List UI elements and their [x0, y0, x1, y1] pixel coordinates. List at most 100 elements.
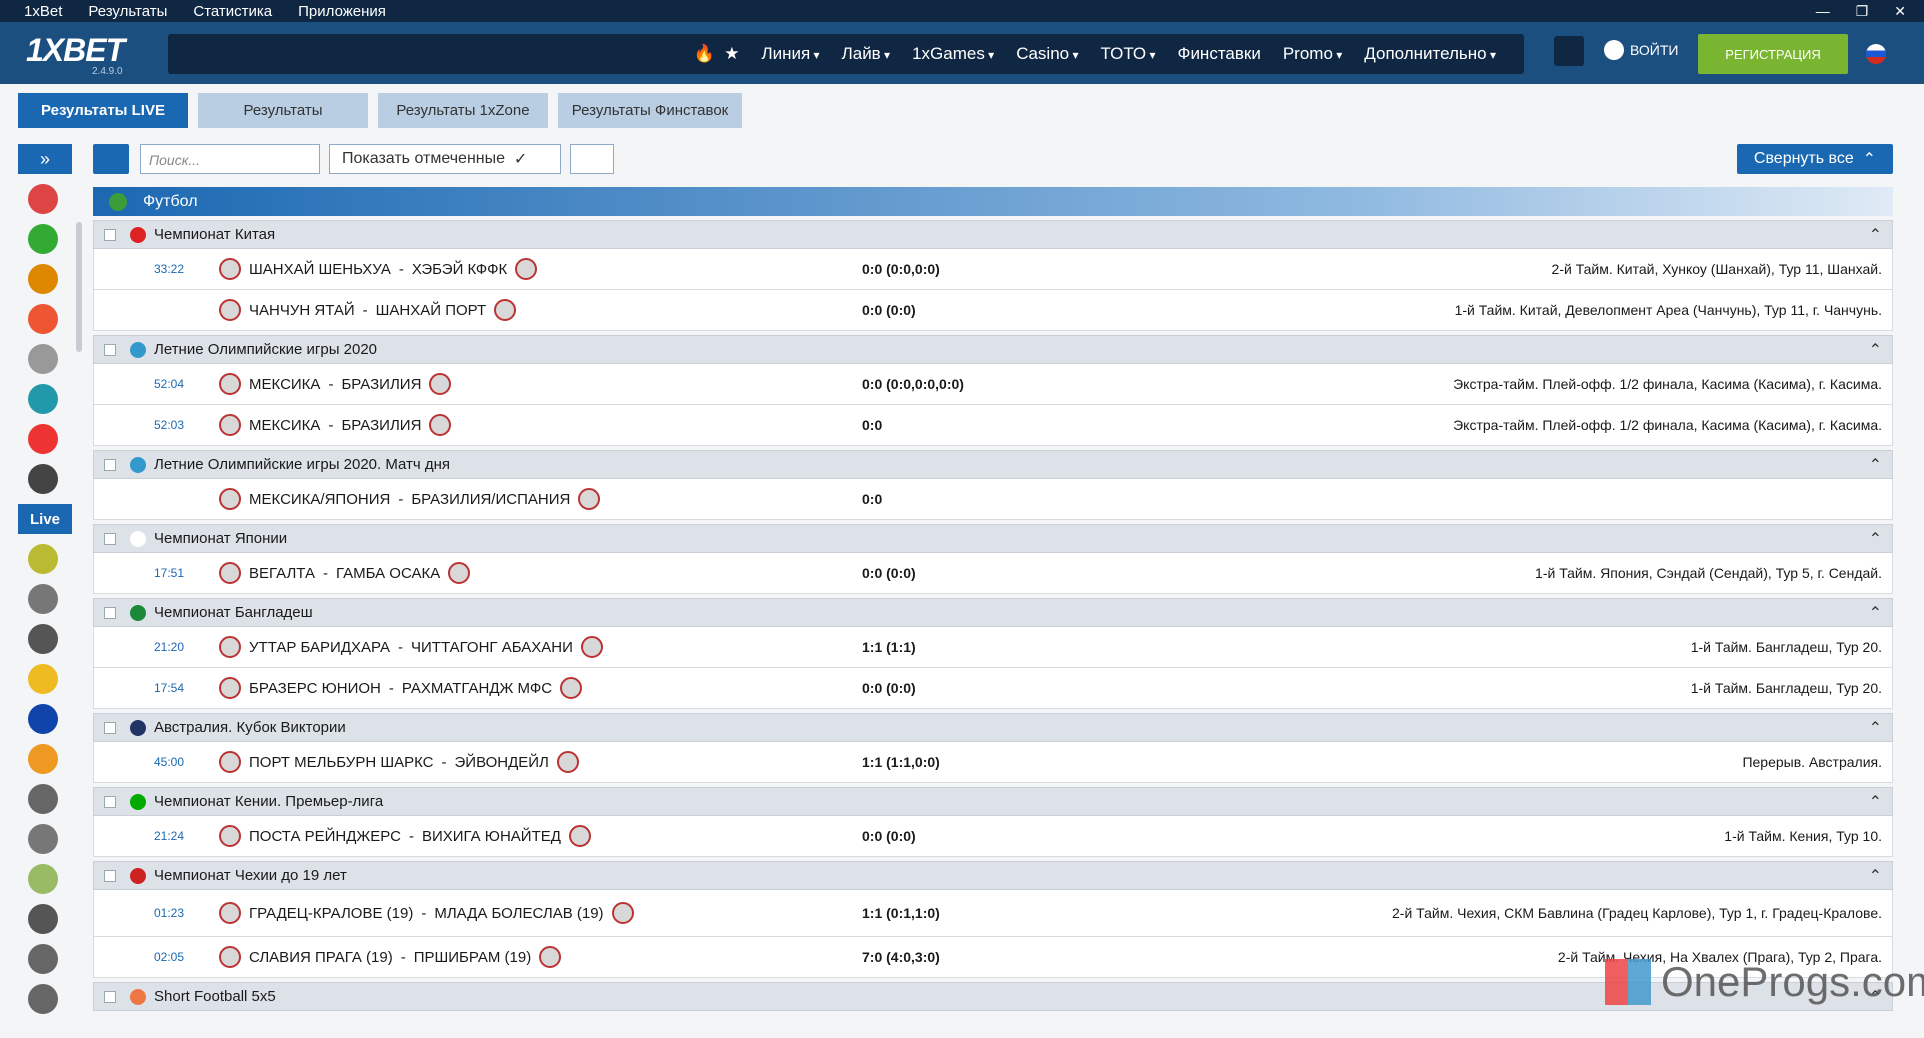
- sport-icon[interactable]: [28, 384, 58, 414]
- team-logo: [568, 825, 591, 847]
- nav: 🔥 ★ Линия Лайв 1xGames Casino ТОТО Финставки Pr…: [694, 34, 1496, 74]
- nav-icons[interactable]: 🔥 ★: [693, 44, 740, 63]
- search-input[interactable]: Поиск...: [140, 144, 320, 174]
- teams: МЕКСИКА/ЯПОНИЯ - БРАЗИЛИЯ/ИСПАНИЯ: [219, 488, 601, 510]
- match-time: 17:54: [154, 681, 185, 695]
- checkbox[interactable]: [104, 532, 116, 545]
- collapse-arrow[interactable]: ⌃: [1868, 227, 1882, 244]
- checkbox[interactable]: [104, 795, 116, 808]
- match-row[interactable]: 45:00 ПОРТ МЕЛЬБУРН ШАРКС - ЭЙВОНДЕЙЛ 1:1 (1…: [93, 742, 1893, 783]
- checkbox[interactable]: [104, 869, 116, 882]
- sport-icon[interactable]: [28, 784, 58, 814]
- collapse-arrow[interactable]: ⌃: [1868, 989, 1882, 1006]
- nav-item[interactable]: ТОТО: [1100, 44, 1155, 64]
- nav-item[interactable]: 1xGames: [912, 44, 994, 64]
- match-row[interactable]: 17:54 БРАЗЕРС ЮНИОН - РАХМАТГАНДЖ МФС 0:0 (0…: [93, 668, 1893, 709]
- nav-item[interactable]: Линия: [761, 44, 819, 64]
- nav-item[interactable]: Дополнительно: [1364, 44, 1496, 64]
- sport-icon[interactable]: [28, 464, 58, 494]
- team-logo: [580, 636, 603, 658]
- sport-header[interactable]: Футбол: [93, 187, 1893, 216]
- nav-item[interactable]: Лайв: [842, 44, 891, 64]
- sport-icon[interactable]: [28, 744, 58, 774]
- league-header[interactable]: Чемпионат Чехии до 19 лет ⌃: [93, 861, 1893, 890]
- tab[interactable]: Результаты 1xZone: [378, 93, 548, 128]
- sport-icon[interactable]: [28, 264, 58, 294]
- nav-item[interactable]: Финставки: [1177, 44, 1261, 63]
- menu-item[interactable]: Результаты: [88, 2, 168, 20]
- sport-icon[interactable]: [28, 824, 58, 854]
- tab[interactable]: Результаты: [198, 93, 368, 128]
- collapse-arrow[interactable]: ⌃: [1868, 342, 1882, 359]
- sport-icon[interactable]: [28, 864, 58, 894]
- match-row[interactable]: МЕКСИКА/ЯПОНИЯ - БРАЗИЛИЯ/ИСПАНИЯ 0:0: [93, 479, 1893, 520]
- sport-icon[interactable]: [28, 424, 58, 454]
- sport-icon[interactable]: [28, 184, 58, 214]
- sport-icon[interactable]: [28, 304, 58, 334]
- sport-icon[interactable]: [28, 904, 58, 934]
- home-team: МЕКСИКА/ЯПОНИЯ: [249, 490, 391, 508]
- league-header[interactable]: Чемпионат Японии ⌃: [93, 524, 1893, 553]
- collapse-arrow[interactable]: ⌃: [1868, 868, 1882, 885]
- tab[interactable]: Результаты LIVE: [18, 93, 188, 128]
- sport-icon[interactable]: [28, 224, 58, 254]
- checkbox[interactable]: [104, 721, 116, 734]
- sport-icon[interactable]: [28, 704, 58, 734]
- checkbox[interactable]: [104, 458, 116, 471]
- nav-item[interactable]: Promo: [1283, 44, 1342, 64]
- sport-icon[interactable]: [28, 984, 58, 1014]
- menu-item[interactable]: Статистика: [193, 2, 273, 20]
- show-marked-button[interactable]: Показать отмеченные ✓: [329, 144, 561, 174]
- sport-icon[interactable]: [28, 944, 58, 974]
- collapse-arrow[interactable]: ⌃: [1868, 720, 1882, 737]
- language-flag[interactable]: [1866, 44, 1886, 64]
- sport-icon[interactable]: [28, 344, 58, 374]
- sport-icon[interactable]: [28, 664, 58, 694]
- checkbox[interactable]: [104, 990, 116, 1003]
- tv-button[interactable]: [570, 144, 614, 174]
- separator: -: [322, 564, 328, 582]
- sport-icon[interactable]: [28, 544, 58, 574]
- match-row[interactable]: 21:24 ПОСТА РЕЙНДЖЕРС - ВИХИГА ЮНАЙТЕД 0:0 (…: [93, 816, 1893, 857]
- live-button[interactable]: Live: [18, 504, 72, 534]
- league-header[interactable]: Чемпионат Бангладеш ⌃: [93, 598, 1893, 627]
- match-row[interactable]: ЧАНЧУН ЯТАЙ - ШАНХАЙ ПОРТ 0:0 (0:0) 1-й Тайм…: [93, 290, 1893, 331]
- expand-button[interactable]: »: [18, 144, 72, 174]
- match-row[interactable]: 52:03 МЕКСИКА - БРАЗИЛИЯ 0:0 Экстра-тайм. Пле…: [93, 405, 1893, 446]
- team-logo: [219, 373, 241, 395]
- register-button[interactable]: РЕГИСТРАЦИЯ: [1698, 34, 1848, 74]
- collapse-all-button[interactable]: Свернуть все ⌃: [1737, 144, 1893, 174]
- match-row[interactable]: 52:04 МЕКСИКА - БРАЗИЛИЯ 0:0 (0:0,0:0,0:0) Эк…: [93, 364, 1893, 405]
- login-button[interactable]: ВОЙТИ: [1604, 40, 1678, 60]
- match-row[interactable]: 21:20 УТТАР БАРИДХАРА - ЧИТТАГОНГ АБАХАНИ 1:…: [93, 627, 1893, 668]
- league-header[interactable]: Short Football 5x5 ⌃: [93, 982, 1893, 1011]
- league-header[interactable]: Летние Олимпийские игры 2020 ⌃: [93, 335, 1893, 364]
- league-header[interactable]: Австралия. Кубок Виктории ⌃: [93, 713, 1893, 742]
- settings-button[interactable]: [1554, 36, 1584, 66]
- score: 0:0 (0:0,0:0,0:0): [862, 376, 964, 392]
- scrollbar[interactable]: [76, 222, 82, 352]
- match-info: 2-й Тайм. Чехия, СКМ Бавлина (Градец Кар…: [1392, 905, 1882, 921]
- league-header[interactable]: Летние Олимпийские игры 2020. Матч дня ⌃: [93, 450, 1893, 479]
- match-row[interactable]: 02:05 СЛАВИЯ ПРАГА (19) - ПРШИБРАМ (19) 7:0 …: [93, 937, 1893, 978]
- tab[interactable]: Результаты Финставок: [558, 93, 742, 128]
- menu-item[interactable]: 1xBet: [24, 2, 63, 20]
- collapse-arrow[interactable]: ⌃: [1868, 457, 1882, 474]
- league-header[interactable]: Чемпионат Китая ⌃: [93, 220, 1893, 249]
- collapse-arrow[interactable]: ⌃: [1868, 794, 1882, 811]
- checkbox[interactable]: [104, 343, 116, 356]
- sport-icon[interactable]: [28, 624, 58, 654]
- match-row[interactable]: 01:23 ГРАДЕЦ-КРАЛОВЕ (19) - МЛАДА БОЛЕСЛАВ …: [93, 890, 1893, 937]
- league-header[interactable]: Чемпионат Кении. Премьер-лига ⌃: [93, 787, 1893, 816]
- checkbox[interactable]: [104, 606, 116, 619]
- logo[interactable]: 1XBET: [26, 32, 125, 68]
- menu-item[interactable]: Приложения: [298, 2, 386, 20]
- nav-item[interactable]: Casino: [1016, 44, 1078, 64]
- match-row[interactable]: 33:22 ШАНХАЙ ШЕНЬХУА - ХЭБЭЙ КФФК 0:0 (0:0,0…: [93, 249, 1893, 290]
- checkbox[interactable]: [104, 228, 116, 241]
- sport-icon[interactable]: [28, 584, 58, 614]
- refresh-button[interactable]: [93, 144, 129, 174]
- match-row[interactable]: 17:51 ВЕГАЛТА - ГАМБА ОСАКА 0:0 (0:0) 1-й Тай…: [93, 553, 1893, 594]
- collapse-arrow[interactable]: ⌃: [1868, 531, 1882, 548]
- collapse-arrow[interactable]: ⌃: [1868, 605, 1882, 622]
